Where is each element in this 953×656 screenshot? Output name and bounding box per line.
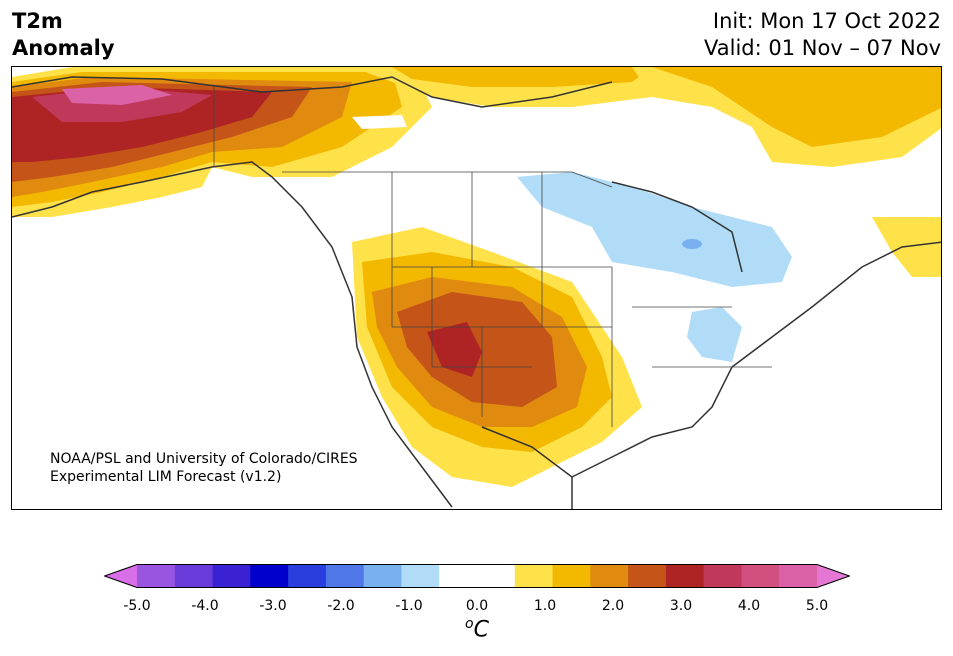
colorbar-tick-label: 5.0: [805, 598, 829, 614]
colorbar: [104, 564, 850, 588]
credit-text: NOAA/PSL and University of Colorado/CIRE…: [50, 450, 358, 486]
colorbar-segment: [779, 564, 818, 588]
unit-degree: o: [465, 616, 474, 632]
colorbar-segment: [741, 564, 780, 588]
colorbar-extend-high: [817, 564, 850, 588]
colorbar-segment: [514, 564, 554, 588]
warm-anomaly-southwest: [352, 227, 642, 487]
colorbar-segment: [665, 564, 705, 588]
colorbar-ticks: -5.0 -4.0 -3.0 -2.0 -1.0 0.0 1.0 2.0 3.0 4.0 5.0: [0, 598, 953, 618]
colorbar-segment: [439, 564, 478, 588]
credit-line-2: Experimental LIM Forecast (v1.2): [50, 469, 282, 485]
colorbar-tick-label: 1.0: [533, 598, 557, 614]
colorbar-tick-label: 4.0: [737, 598, 761, 614]
political-borders: [213, 87, 772, 427]
init-date: Init: Mon 17 Oct 2022: [712, 9, 941, 33]
colorbar-segment: [288, 564, 327, 588]
colorbar-segment: [137, 564, 176, 588]
colorbar-segment: [628, 564, 667, 588]
map-title: T2m Anomaly: [12, 8, 115, 62]
valid-dates: Valid: 01 Nov – 07 Nov: [704, 36, 941, 60]
colorbar-tick-label: -1.0: [395, 598, 423, 614]
colorbar-tick-label: -5.0: [123, 598, 151, 614]
warm-anomaly-northwest: [12, 67, 432, 217]
colorbar-segment: [590, 564, 629, 588]
colorbar-tick-label: -3.0: [259, 598, 287, 614]
map-canvas: [12, 67, 941, 509]
colorbar-tick-label: 2.0: [601, 598, 625, 614]
colorbar-tick-label: -4.0: [191, 598, 219, 614]
title-line-2: Anomaly: [12, 36, 115, 60]
forecast-dates: Init: Mon 17 Oct 2022 Valid: 01 Nov – 07…: [704, 8, 941, 62]
colorbar-tick-label: -2.0: [327, 598, 355, 614]
colorbar-outline: [104, 564, 850, 588]
colorbar-segment: [325, 564, 365, 588]
colorbar-segment: [703, 564, 742, 588]
colorbar-extend-low: [104, 564, 137, 588]
unit-label: oC: [465, 616, 489, 642]
colorbar-tick-label: 0.0: [465, 598, 489, 614]
title-line-1: T2m: [12, 9, 63, 33]
cool-anomaly-regions: [517, 172, 792, 362]
colorbar-segment: [552, 564, 591, 588]
coastlines: [12, 76, 941, 509]
colorbar-segment: [212, 564, 251, 588]
colorbar-segment: [477, 564, 516, 588]
colorbar-segment: [363, 564, 402, 588]
anomaly-map: NOAA/PSL and University of Colorado/CIRE…: [11, 66, 942, 510]
colorbar-segment: [401, 564, 440, 588]
warm-anomaly-north: [352, 67, 941, 277]
unit-celsius: C: [473, 617, 489, 643]
credit-line-1: NOAA/PSL and University of Colorado/CIRE…: [50, 451, 358, 467]
colorbar-tick-label: 3.0: [669, 598, 693, 614]
colorbar-segment: [174, 564, 214, 588]
colorbar-segment: [250, 564, 289, 588]
